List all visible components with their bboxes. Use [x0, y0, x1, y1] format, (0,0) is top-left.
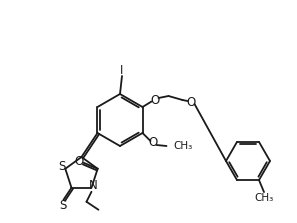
Text: CH₃: CH₃	[254, 193, 274, 203]
Text: O: O	[150, 93, 159, 107]
Text: O: O	[74, 155, 83, 168]
Text: O: O	[148, 136, 157, 149]
Text: I: I	[120, 64, 124, 78]
Text: S: S	[59, 199, 66, 212]
Text: N: N	[89, 179, 98, 192]
Text: S: S	[59, 160, 66, 173]
Text: O: O	[186, 95, 195, 109]
Text: CH₃: CH₃	[173, 141, 193, 151]
